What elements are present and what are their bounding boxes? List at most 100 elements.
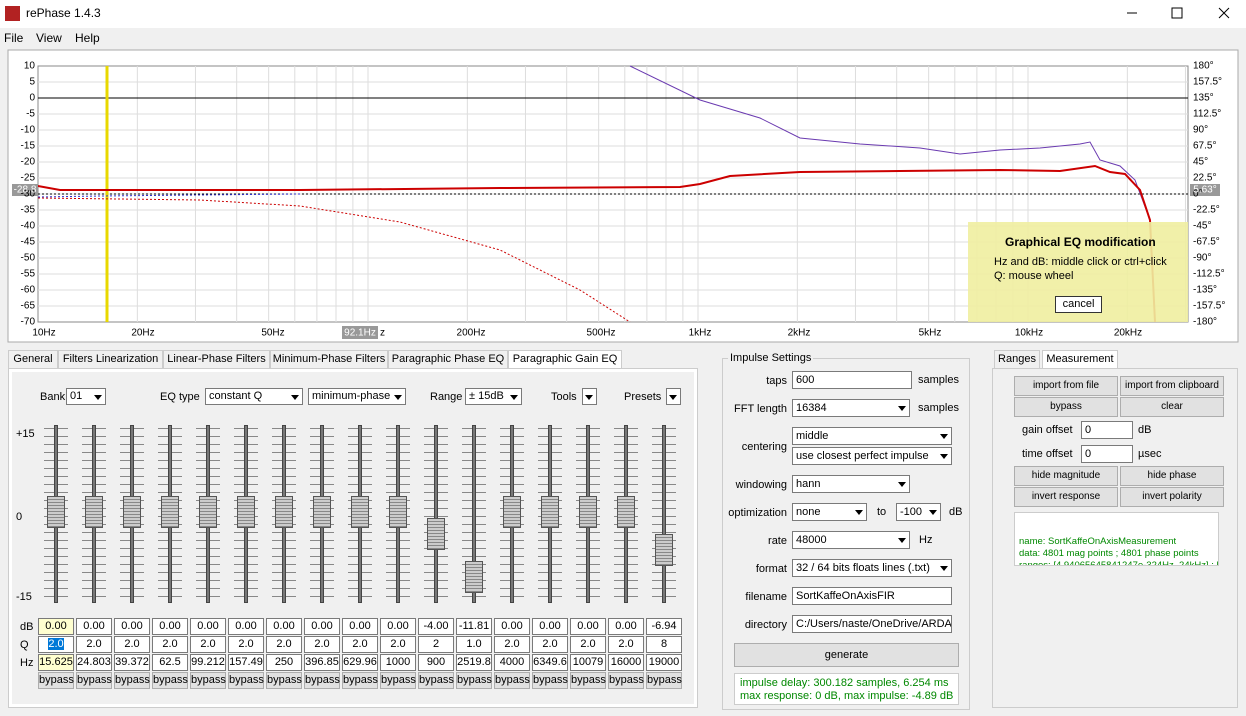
db-field[interactable]: 0.00 (342, 618, 378, 635)
generate-button[interactable]: generate (734, 643, 959, 667)
measurement-button[interactable]: clear (1120, 397, 1224, 417)
bypass-button[interactable]: bypass (152, 672, 188, 689)
db-field[interactable]: -11.81 (456, 618, 492, 635)
maximize-button[interactable] (1171, 7, 1183, 19)
hz-field[interactable]: 396.85 (304, 654, 340, 671)
optimization-select[interactable]: none (792, 503, 867, 521)
hz-field[interactable]: 1000 (380, 654, 416, 671)
rate-select[interactable]: 48000 (792, 531, 910, 549)
centering2-select[interactable]: use closest perfect impulse (792, 447, 952, 465)
tab[interactable]: Filters Linearization (58, 350, 163, 369)
bypass-button[interactable]: bypass (570, 672, 606, 689)
bypass-button[interactable]: bypass (494, 672, 530, 689)
measurement-button[interactable]: invert polarity (1120, 487, 1224, 507)
q-field[interactable]: 2.0 (228, 636, 264, 653)
hz-field[interactable]: 900 (418, 654, 454, 671)
centering-select[interactable]: middle (792, 427, 952, 445)
taps-input[interactable]: 600 (792, 371, 912, 389)
slider-knob[interactable] (465, 560, 483, 593)
db-field[interactable]: 0.00 (570, 618, 606, 635)
tools-select[interactable] (582, 388, 597, 405)
slider-knob[interactable] (123, 496, 141, 528)
slider-knob[interactable] (617, 496, 635, 528)
bypass-button[interactable]: bypass (190, 672, 226, 689)
db-field[interactable]: 0.00 (76, 618, 112, 635)
hz-field[interactable]: 157.49 (228, 654, 264, 671)
format-select[interactable]: 32 / 64 bits floats lines (.txt) (792, 559, 952, 577)
q-field[interactable]: 2.0 (342, 636, 378, 653)
q-field[interactable]: 2.0 (114, 636, 150, 653)
tab[interactable]: Ranges (994, 350, 1040, 369)
tab[interactable]: Measurement (1042, 350, 1118, 369)
hz-field[interactable]: 250 (266, 654, 302, 671)
measurement-button[interactable]: hide phase (1120, 466, 1224, 486)
menu-item[interactable]: Help (75, 31, 100, 45)
db-field[interactable]: 0.00 (114, 618, 150, 635)
bypass-button[interactable]: bypass (228, 672, 264, 689)
bypass-button[interactable]: bypass (266, 672, 302, 689)
fft-select[interactable]: 16384 (792, 399, 910, 417)
hz-field[interactable]: 629.96 (342, 654, 378, 671)
hz-field[interactable]: 99.212 (190, 654, 226, 671)
measurement-button[interactable]: invert response (1014, 487, 1118, 507)
q-field[interactable]: 2.0 (532, 636, 568, 653)
bypass-button[interactable]: bypass (342, 672, 378, 689)
db-field[interactable]: 0.00 (608, 618, 644, 635)
slider-knob[interactable] (427, 517, 445, 550)
bypass-button[interactable]: bypass (76, 672, 112, 689)
phase-select[interactable]: minimum-phase (308, 388, 406, 405)
q-field[interactable]: 2.0 (76, 636, 112, 653)
bypass-button[interactable]: bypass (380, 672, 416, 689)
q-field[interactable]: 2.0 (190, 636, 226, 653)
cancel-button[interactable]: cancel (1055, 296, 1102, 313)
slider-knob[interactable] (503, 496, 521, 528)
hz-field[interactable]: 10079 (570, 654, 606, 671)
eq-type-select[interactable]: constant Q (205, 388, 303, 405)
bypass-button[interactable]: bypass (646, 672, 682, 689)
menu-item[interactable]: File (4, 31, 24, 45)
bank-select[interactable]: 01 (66, 388, 106, 405)
windowing-select[interactable]: hann (792, 475, 910, 493)
tab[interactable]: Linear-Phase Filters (163, 350, 270, 369)
bypass-button[interactable]: bypass (38, 672, 74, 689)
slider-knob[interactable] (85, 496, 103, 528)
menu-item[interactable]: View (36, 31, 62, 45)
slider-knob[interactable] (161, 496, 179, 528)
q-field[interactable]: 2.0 (152, 636, 188, 653)
db-field[interactable]: 0.00 (304, 618, 340, 635)
measurement-button[interactable]: import from file (1014, 376, 1118, 396)
hz-field[interactable]: 15.625 (38, 654, 74, 671)
hz-field[interactable]: 16000 (608, 654, 644, 671)
q-field[interactable]: 2.0 (608, 636, 644, 653)
slider-knob[interactable] (237, 496, 255, 528)
tab[interactable]: Paragraphic Phase EQ (388, 350, 508, 369)
q-field[interactable]: 2.0 (304, 636, 340, 653)
db-field[interactable]: 0.00 (228, 618, 264, 635)
measurement-button[interactable]: bypass (1014, 397, 1118, 417)
hz-field[interactable]: 19000 (646, 654, 682, 671)
bypass-button[interactable]: bypass (532, 672, 568, 689)
hz-field[interactable]: 62.5 (152, 654, 188, 671)
q-field[interactable]: 2.0 (266, 636, 302, 653)
time-input[interactable]: 0 (1081, 445, 1133, 463)
close-button[interactable] (1218, 7, 1230, 19)
range-select[interactable]: ± 15dB (465, 388, 522, 405)
slider-knob[interactable] (541, 496, 559, 528)
presets-select[interactable] (666, 388, 681, 405)
db-field[interactable]: 0.00 (266, 618, 302, 635)
q-field[interactable]: 2.0 (570, 636, 606, 653)
slider-knob[interactable] (47, 496, 65, 528)
slider-knob[interactable] (655, 533, 673, 566)
bypass-button[interactable]: bypass (418, 672, 454, 689)
slider-knob[interactable] (199, 496, 217, 528)
db-field[interactable]: 0.00 (494, 618, 530, 635)
slider-knob[interactable] (351, 496, 369, 528)
q-field[interactable]: 2 (418, 636, 454, 653)
q-field[interactable]: 2.0 (38, 636, 74, 653)
db-field[interactable]: -4.00 (418, 618, 454, 635)
db-field[interactable]: 0.00 (532, 618, 568, 635)
tab[interactable]: General (8, 350, 58, 369)
bypass-button[interactable]: bypass (456, 672, 492, 689)
slider-knob[interactable] (389, 496, 407, 528)
opt-db-select[interactable]: -100 (896, 503, 941, 521)
